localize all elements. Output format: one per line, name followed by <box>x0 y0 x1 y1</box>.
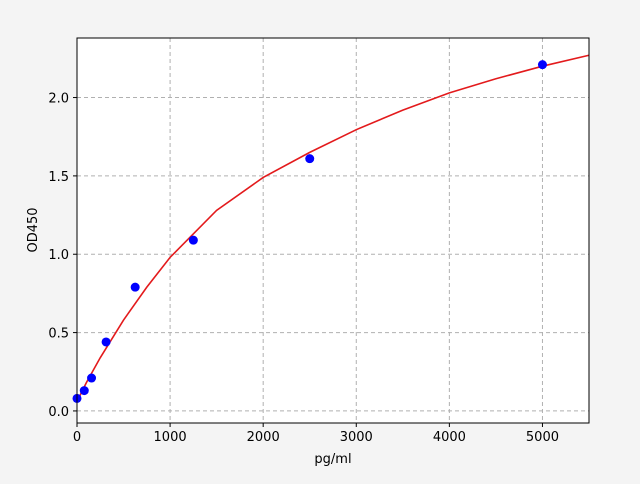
plot-background <box>77 38 589 423</box>
data-point <box>79 386 89 396</box>
data-point <box>130 282 140 292</box>
y-tick-label: 1.0 <box>48 248 69 263</box>
data-point <box>101 337 111 347</box>
y-ticks: 0.0 0.5 1.0 1.5 2.0 <box>48 92 77 420</box>
data-point <box>87 373 97 383</box>
x-tick-label: 0 <box>73 430 81 445</box>
points-group <box>72 60 547 403</box>
y-axis-label: OD450 <box>26 207 41 252</box>
plot-frame <box>76 37 590 424</box>
grid <box>76 38 589 423</box>
x-tick-label: 3000 <box>340 430 373 445</box>
x-tick-label: 5000 <box>526 430 559 445</box>
y-tick-label: 1.5 <box>48 170 69 185</box>
data-point <box>537 60 547 70</box>
data-point <box>305 154 315 164</box>
x-axis-label: pg/ml <box>314 452 351 467</box>
x-tick-label: 1000 <box>154 430 187 445</box>
data-point <box>188 235 198 245</box>
x-ticks: 0 1000 2000 3000 4000 5000 <box>73 423 559 445</box>
y-tick-label: 0.0 <box>48 405 69 420</box>
x-tick-label: 2000 <box>247 430 280 445</box>
y-tick-label: 0.5 <box>48 327 69 342</box>
x-tick-label: 4000 <box>433 430 466 445</box>
y-tick-label: 2.0 <box>48 92 69 107</box>
